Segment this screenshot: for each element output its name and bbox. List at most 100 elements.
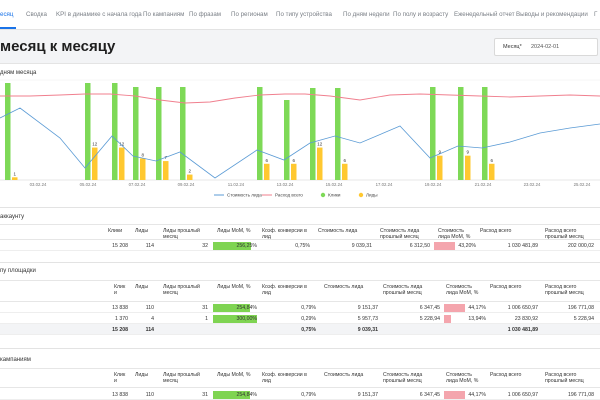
cell-clicks: 13 838: [112, 392, 128, 398]
tab-month-to-month[interactable]: есяц: [0, 11, 14, 18]
month-selector[interactable]: Месяц* 2024-02-01: [494, 38, 598, 56]
legend-label: Расход всего: [275, 193, 303, 198]
bar-leads: [465, 155, 471, 180]
cell-clicks: 13 838: [112, 305, 128, 311]
cell-cost: 9 039,31: [351, 243, 372, 249]
mom-cost-bar: [444, 390, 466, 399]
cell-spend: 1 030 481,89: [507, 243, 538, 249]
cell-cost-mom: 43,20%: [458, 243, 476, 249]
bar-clicks: [335, 88, 341, 180]
tab-by-phrases[interactable]: По фразам: [189, 11, 222, 18]
col-header: Стоимость лида прошлый месяц: [383, 372, 423, 385]
divider: [0, 207, 600, 208]
cell-leads-mom: 254,84%: [236, 392, 257, 398]
tab-more[interactable]: Г: [594, 11, 598, 18]
series-line-spend: [0, 93, 600, 104]
bar-leads: [342, 163, 348, 180]
legend-swatch-dot: [358, 192, 364, 198]
bar-clicks: [112, 83, 118, 180]
mom-cost-bar: [444, 303, 466, 312]
tab-by-device[interactable]: По типу устройства: [276, 11, 332, 18]
x-tick-label: 21.02.24: [475, 182, 492, 187]
col-header: Лиды прошлый месяц: [163, 372, 200, 385]
col-header: Расход всего: [490, 284, 522, 290]
mom-cost-bar: [444, 314, 451, 323]
col-header: Лиды: [135, 228, 149, 234]
cell-spend-prev: 196 771,08: [568, 392, 594, 398]
col-header: Расход всего прошлый месяц: [545, 228, 584, 241]
col-header: Стоимость лида MoM, %: [446, 372, 479, 385]
total-spend: 1 030 481,89: [507, 327, 538, 333]
page-header: месяц к месяцу Месяц* 2024-02-01: [0, 30, 600, 64]
top-nav: есяц Сводка KPI в динамике с начала года…: [0, 0, 600, 30]
cell-clicks: 1 370: [115, 316, 128, 322]
data-label: 6: [343, 158, 346, 163]
tab-weekly-report[interactable]: Еженедельный отчет: [454, 11, 515, 18]
account-table-title: аккаунту: [0, 214, 25, 220]
col-header: Стоимость лида MoM, %: [438, 228, 471, 241]
cell-leads: 114: [145, 243, 154, 249]
series-line-cost: [0, 107, 600, 179]
cell-leads-prev: 31: [202, 305, 208, 311]
col-header: Расход всего прошлый месяц: [545, 284, 584, 297]
col-header: Расход всего прошлый месяц: [545, 372, 584, 385]
col-header: Стоимость лида: [324, 372, 364, 378]
chart-section-title: дням месяца: [0, 70, 37, 76]
tab-summary[interactable]: Сводка: [26, 11, 47, 18]
tab-by-regions[interactable]: По регионам: [231, 11, 268, 18]
bar-clicks: [257, 87, 263, 180]
col-header: Клик и: [114, 284, 126, 297]
tab-conclusions[interactable]: Выводы и рекомендации: [516, 11, 588, 18]
col-header: Лиды: [135, 372, 149, 378]
cell-spend: 1 006 650,97: [507, 392, 538, 398]
cell-leads-mom: 300,00%: [236, 316, 257, 322]
total-conversion: 0,75%: [301, 327, 316, 333]
bar-leads: [264, 163, 270, 180]
cell-conversion: 0,79%: [301, 305, 316, 311]
col-header: Клик и: [114, 372, 126, 385]
bar-leads: [437, 155, 443, 180]
col-header: Лиды прошлый месяц: [163, 228, 200, 241]
tab-by-gender-age[interactable]: По полу и возрасту: [393, 11, 449, 18]
tab-kpi-dynamics[interactable]: KPI в динамике с начала года: [56, 11, 142, 18]
x-tick-label: 03.02.24: [30, 182, 47, 187]
cell-leads-prev: 31: [202, 392, 208, 398]
col-header: Клики: [108, 228, 123, 234]
table-header-row: Клик и Лиды Лиды прошлый месяц Лиды MoM,…: [0, 368, 600, 388]
cell-cost-prev: 6 347,45: [419, 305, 440, 311]
bar-clicks: [430, 87, 436, 180]
table-header-row: Клик и Лиды Лиды прошлый месяц Лиды MoM,…: [0, 280, 600, 302]
bar-leads: [92, 147, 98, 180]
cell-spend: 1 006 650,97: [507, 305, 538, 311]
tab-by-weekday[interactable]: По дням недели: [343, 11, 390, 18]
col-header: Стоимость лида MoM, %: [446, 284, 479, 297]
cell-cost-prev: 5 228,94: [419, 316, 440, 322]
cell-leads: 4: [151, 316, 154, 322]
data-label: 1: [13, 171, 16, 176]
bar-leads: [489, 163, 495, 180]
tab-by-campaigns[interactable]: По кампаниям: [143, 11, 185, 18]
cell-spend-prev: 196 771,08: [568, 305, 594, 311]
col-header: Лиды: [135, 284, 149, 290]
cell-clicks: 15 208: [112, 243, 128, 249]
data-label: 9: [466, 150, 469, 155]
x-tick-label: 05.02.24: [80, 182, 97, 187]
bar-clicks: [5, 83, 11, 180]
total-leads: 114: [145, 327, 154, 333]
platform-table-title: пу площадки: [0, 268, 36, 274]
campaigns-table-title: кампаниям: [0, 357, 31, 363]
data-label: 2: [188, 169, 191, 174]
mom-leads-bar: [213, 241, 251, 250]
cell-leads-mom: 254,84%: [236, 305, 257, 311]
legend-label: Клики: [328, 193, 341, 198]
mom-leads-bar: [213, 303, 251, 312]
cell-cost-prev: 6 347,45: [419, 392, 440, 398]
table-header-row: Клики Лиды Лиды прошлый месяц Лиды MoM, …: [0, 224, 600, 240]
data-label: 9: [438, 150, 441, 155]
cell-cost-mom: 44,17%: [468, 392, 486, 398]
col-header: Лиды MoM, %: [217, 228, 251, 234]
bar-clicks: [310, 88, 316, 180]
col-header: Коэф. конверсии в лид: [262, 372, 307, 385]
cell-conversion: 0,29%: [301, 316, 316, 322]
mom-leads-bar: [213, 314, 257, 323]
